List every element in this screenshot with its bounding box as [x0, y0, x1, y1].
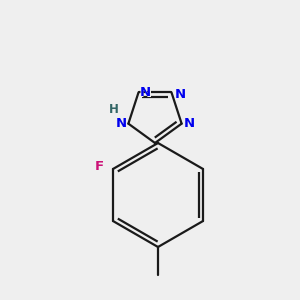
Text: N: N — [140, 86, 151, 99]
Text: N: N — [174, 87, 187, 102]
Text: N: N — [183, 116, 196, 131]
Text: N: N — [115, 116, 128, 131]
Text: N: N — [116, 117, 127, 130]
Text: N: N — [139, 85, 152, 100]
Text: F: F — [94, 160, 103, 172]
Text: N: N — [184, 117, 195, 130]
Text: N: N — [175, 88, 186, 101]
Text: H: H — [108, 103, 118, 116]
Text: F: F — [94, 158, 104, 173]
